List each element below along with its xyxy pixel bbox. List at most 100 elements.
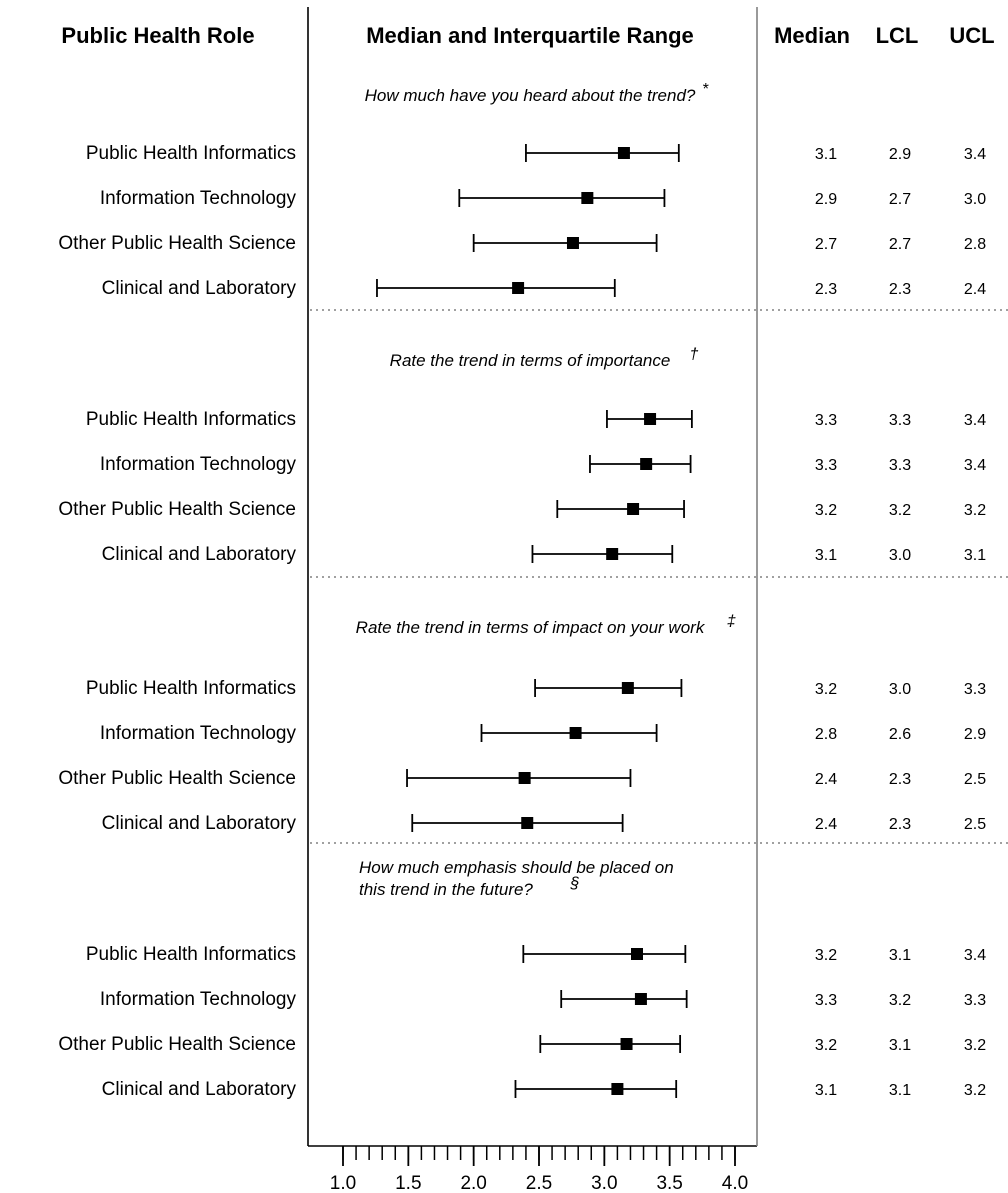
lcl-value: 2.3: [889, 281, 911, 298]
median-value: 3.2: [815, 681, 837, 698]
median-marker: [512, 282, 524, 294]
median-marker: [631, 948, 643, 960]
lcl-value: 3.1: [889, 1082, 911, 1099]
ucl-value: 3.3: [964, 681, 986, 698]
role-label: Public Health Informatics: [86, 944, 296, 965]
ucl-value: 2.9: [964, 726, 986, 743]
lcl-value: 3.1: [889, 1037, 911, 1054]
median-marker: [644, 413, 656, 425]
role-label: Information Technology: [100, 723, 297, 744]
x-tick-label: 3.0: [591, 1173, 617, 1193]
section-question-line: this trend in the future?: [359, 880, 533, 899]
median-value: 3.2: [815, 502, 837, 519]
x-tick-label: 1.0: [330, 1173, 356, 1193]
ucl-value: 3.4: [964, 947, 986, 964]
median-marker: [618, 147, 630, 159]
ucl-value: 2.4: [964, 281, 986, 298]
median-value: 2.9: [815, 191, 837, 208]
lcl-value: 3.2: [889, 992, 911, 1009]
role-label: Information Technology: [100, 454, 297, 475]
ucl-value: 3.4: [964, 412, 986, 429]
x-axis: 1.0 1.5 2.0 2.5 3.0 3.5 4.0: [330, 1146, 748, 1193]
section-question: Rate the trend in terms of impact on you…: [356, 618, 706, 637]
section-question-line: How much emphasis should be placed on: [359, 858, 674, 877]
median-marker: [640, 458, 652, 470]
role-label: Clinical and Laboratory: [102, 813, 297, 834]
section-footnote-mark: ‡: [727, 613, 736, 630]
ucl-value: 2.5: [964, 771, 986, 788]
median-marker: [621, 1038, 633, 1050]
x-tick-label: 1.5: [395, 1173, 421, 1193]
role-label: Other Public Health Science: [58, 499, 296, 520]
median-value: 3.2: [815, 947, 837, 964]
lcl-value: 2.7: [889, 236, 911, 253]
median-marker: [570, 727, 582, 739]
lcl-value: 3.1: [889, 947, 911, 964]
median-value: 3.3: [815, 412, 837, 429]
role-label: Clinical and Laboratory: [102, 544, 297, 565]
lcl-value: 3.2: [889, 502, 911, 519]
median-value: 3.1: [815, 1082, 837, 1099]
median-value: 3.3: [815, 992, 837, 1009]
role-label: Public Health Informatics: [86, 678, 296, 699]
median-value: 3.1: [815, 547, 837, 564]
ucl-value: 3.2: [964, 502, 986, 519]
lcl-value: 2.7: [889, 191, 911, 208]
header-lcl: LCL: [876, 23, 919, 48]
median-marker: [622, 682, 634, 694]
median-value: 3.1: [815, 146, 837, 163]
x-tick-label: 4.0: [722, 1173, 748, 1193]
ucl-value: 2.5: [964, 816, 986, 833]
section-question: Rate the trend in terms of importance: [390, 351, 671, 370]
header-median-iqr: Median and Interquartile Range: [366, 23, 694, 48]
ucl-value: 3.3: [964, 992, 986, 1009]
median-marker: [611, 1083, 623, 1095]
header-public-health-role: Public Health Role: [61, 23, 254, 48]
lcl-value: 2.3: [889, 816, 911, 833]
role-label: Other Public Health Science: [58, 233, 296, 254]
ucl-value: 2.8: [964, 236, 986, 253]
header-median: Median: [774, 23, 850, 48]
x-tick-label: 2.0: [460, 1173, 486, 1193]
section-footnote-mark: *: [702, 81, 709, 98]
ucl-value: 3.4: [964, 457, 986, 474]
section-question: How much have you heard about the trend?: [365, 86, 696, 105]
role-label: Information Technology: [100, 989, 297, 1010]
median-marker: [581, 192, 593, 204]
lcl-value: 3.0: [889, 547, 911, 564]
median-marker: [521, 817, 533, 829]
median-value: 3.3: [815, 457, 837, 474]
role-label: Other Public Health Science: [58, 1034, 296, 1055]
lcl-value: 2.9: [889, 146, 911, 163]
ucl-value: 3.1: [964, 547, 986, 564]
header-ucl: UCL: [949, 23, 994, 48]
role-label: Clinical and Laboratory: [102, 278, 297, 299]
role-label: Clinical and Laboratory: [102, 1079, 297, 1100]
median-marker: [635, 993, 647, 1005]
median-value: 2.7: [815, 236, 837, 253]
x-tick-label: 3.5: [656, 1173, 682, 1193]
role-label: Public Health Informatics: [86, 409, 296, 430]
sections: How much have you heard about the trend?…: [58, 81, 1008, 1100]
x-tick-label: 2.5: [526, 1173, 552, 1193]
lcl-value: 3.0: [889, 681, 911, 698]
section-footnote-mark: §: [570, 875, 580, 892]
median-value: 2.4: [815, 816, 837, 833]
median-marker: [627, 503, 639, 515]
lcl-value: 3.3: [889, 412, 911, 429]
lcl-value: 2.3: [889, 771, 911, 788]
ucl-value: 3.2: [964, 1082, 986, 1099]
median-marker: [519, 772, 531, 784]
section-footnote-mark: †: [690, 346, 699, 363]
ucl-value: 3.4: [964, 146, 986, 163]
role-label: Other Public Health Science: [58, 768, 296, 789]
role-label: Public Health Informatics: [86, 143, 296, 164]
lcl-value: 2.6: [889, 726, 911, 743]
median-marker: [567, 237, 579, 249]
median-value: 2.4: [815, 771, 837, 788]
median-value: 3.2: [815, 1037, 837, 1054]
lcl-value: 3.3: [889, 457, 911, 474]
ucl-value: 3.0: [964, 191, 986, 208]
median-value: 2.3: [815, 281, 837, 298]
